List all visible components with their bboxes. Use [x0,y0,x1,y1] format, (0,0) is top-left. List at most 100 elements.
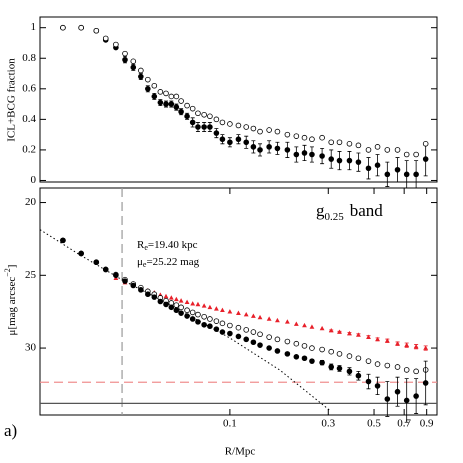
point [266,316,272,321]
point [173,104,180,110]
point [301,134,308,141]
point [257,128,263,135]
point [173,302,180,308]
point [213,326,220,332]
point [184,299,190,305]
point [413,151,419,158]
point [207,323,213,330]
point [227,139,233,146]
point [309,358,315,364]
y-tick-label: 0.4 [22,113,36,125]
point [422,380,429,386]
point [384,147,391,153]
point [195,124,201,130]
point [365,378,372,385]
point [102,266,109,273]
point [138,287,144,293]
point [328,328,334,333]
label-sub: 0.25 [325,211,345,223]
point [184,102,190,109]
y-tick-label: 30 [25,342,37,354]
x-tick-label: 0.5 [367,418,381,430]
point [157,89,164,95]
point [309,136,315,143]
point [213,116,220,123]
point [243,336,250,343]
point [384,396,391,402]
point [293,151,300,158]
point [355,355,362,362]
point [257,331,263,338]
point [301,343,308,349]
point [301,355,308,362]
point [394,166,401,173]
y-tick-label: 0.6 [22,82,36,94]
point [163,101,169,107]
point [309,345,315,351]
point [355,159,362,165]
point [130,282,137,289]
point [78,250,84,257]
point [173,307,180,314]
point [235,324,242,331]
point [403,367,410,373]
point [355,142,362,149]
point [250,125,257,132]
point [293,133,300,139]
label-part: g [316,201,325,220]
point [274,128,281,135]
point [207,304,213,310]
point [93,27,100,34]
point [337,329,342,334]
point [145,86,151,92]
point [413,171,419,178]
point [190,301,196,306]
point [266,345,272,351]
point [275,317,280,323]
point [301,150,308,156]
y-tick-label: 0.2 [22,143,36,155]
x-tick-label: 0.7 [397,418,411,430]
point [178,108,184,115]
point [302,322,307,328]
point [163,293,169,299]
point [130,58,137,65]
point [219,119,226,126]
point [257,314,263,320]
point [403,151,410,158]
point [173,93,180,100]
point [375,336,380,342]
point [195,110,201,117]
point [235,333,242,340]
point [422,141,429,147]
point [227,309,233,314]
y-tick-label: 25 [25,269,37,281]
y-tick-label: 20 [25,196,37,208]
label-part: =25.22 mag [146,256,199,268]
y-axis-label: ICL+BCG fraction [6,58,18,142]
point [102,35,109,42]
point [113,41,119,48]
point [274,336,281,343]
point [250,313,256,318]
point [347,330,352,336]
point [151,294,158,300]
point [374,361,381,367]
point [184,307,190,314]
x-tick-label: 0.3 [321,418,335,430]
point [227,330,233,337]
point [284,131,291,138]
point [355,372,362,379]
point [219,136,226,143]
point [78,24,84,31]
point [374,144,381,150]
fit-label: Re=19.40 kpc [137,239,198,252]
point [207,316,213,322]
point [394,364,401,370]
point [201,321,207,328]
point [122,50,128,57]
point [293,340,300,347]
y-tick-label: 1 [31,21,37,33]
point [395,341,400,346]
point [404,342,410,347]
